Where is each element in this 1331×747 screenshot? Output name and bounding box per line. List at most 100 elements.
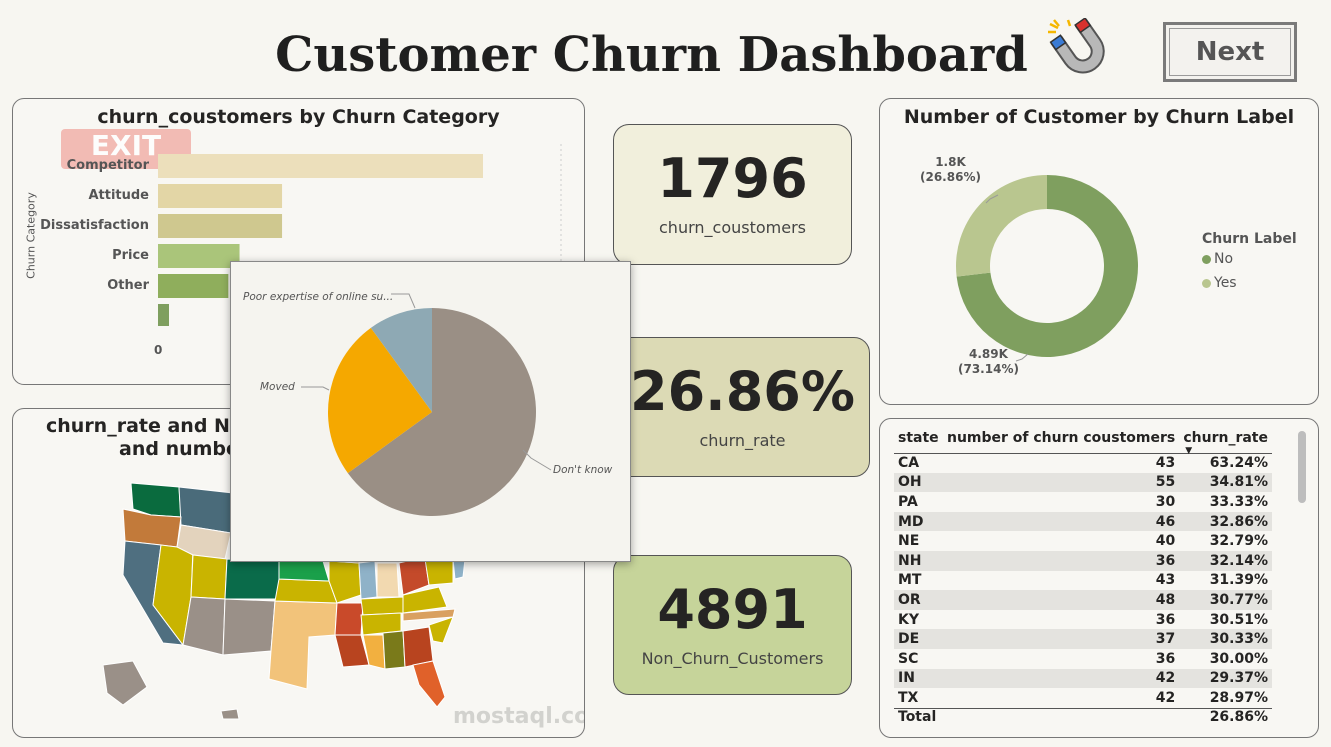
donut-slice-yes[interactable] <box>956 175 1047 277</box>
bar-chart-svg <box>158 144 562 329</box>
bar-x-tick: 0 <box>154 343 163 357</box>
bar-competitor[interactable] <box>158 154 483 178</box>
table-header-row: state number of churn coustomers churn_r… <box>894 423 1272 456</box>
legend-no-swatch <box>1202 254 1211 264</box>
bar-chart-title: churn_coustomers by Churn Category <box>97 106 500 128</box>
total-label: Total <box>898 709 937 725</box>
cell-churn-count: 40 <box>1155 533 1176 550</box>
donut-no-value: 4.89K <box>969 347 1008 361</box>
tooltip-pie-chart[interactable] <box>231 262 632 563</box>
cell-churn-rate: 34.81% <box>1179 472 1272 493</box>
kpi-rate-label: churn_rate <box>699 430 786 450</box>
watermark: mostaql.com <box>453 704 584 729</box>
us-map[interactable] <box>103 475 483 720</box>
kpi-churn-rate: 26.86% churn_rate <box>615 337 870 477</box>
kpi-non-churn-label: Non_Churn_Customers <box>641 648 824 668</box>
map-title-line1: churn_rate and N <box>46 415 230 437</box>
bar-extra[interactable] <box>158 304 169 326</box>
bar-label-price: Price <box>112 248 149 263</box>
legend-title: Churn Label <box>1202 231 1297 247</box>
donut-chart[interactable] <box>880 99 1320 406</box>
pie-label-poor: Poor expertise of online su... <box>243 291 394 303</box>
legend-item-no[interactable]: No <box>1202 251 1297 267</box>
cell-state: MT <box>898 572 922 589</box>
table-row[interactable]: OH 55 34.81% <box>894 472 1272 493</box>
pie-slice-poor-expertise[interactable] <box>370 308 432 412</box>
cell-churn-count: 55 <box>942 472 1180 493</box>
table-row[interactable]: SC 36 30.00% <box>894 649 1272 669</box>
cell-state: OR <box>894 590 943 610</box>
cell-state: OH <box>894 472 943 493</box>
dashboard-title-wrap: Customer Churn Dashboard <box>0 17 1331 92</box>
pie-label-dont-know: Don't know <box>553 464 613 476</box>
sort-desc-icon: ▼ <box>1185 445 1193 456</box>
cell-churn-rate: 29.37% <box>1179 668 1272 689</box>
pie-slice-dont-know[interactable] <box>347 308 536 516</box>
cell-state: NE <box>898 533 920 550</box>
table-row[interactable]: MD 46 32.86% <box>894 511 1272 532</box>
cell-churn-rate: 32.79% <box>1209 533 1268 550</box>
cell-state: SC <box>898 650 919 667</box>
bar-label-other: Other <box>107 278 149 293</box>
table-row[interactable]: KY 36 30.51% <box>894 610 1272 630</box>
col-churn-count[interactable]: number of churn coustomers <box>942 423 1180 454</box>
kpi-churn-value: 1796 <box>657 147 808 210</box>
table-row[interactable]: IN 42 29.37% <box>894 668 1272 689</box>
cell-churn-count: 42 <box>1155 689 1176 706</box>
table-row[interactable]: TX 42 28.97% <box>894 688 1272 708</box>
donut-no-pct: (73.14%) <box>958 362 1019 376</box>
legend-item-yes[interactable]: Yes <box>1202 275 1297 291</box>
kpi-churn-label: churn_coustomers <box>659 218 806 237</box>
cell-churn-count: 42 <box>942 668 1180 689</box>
donut-slice-no[interactable] <box>956 175 1138 357</box>
cell-churn-rate: 30.00% <box>1209 650 1268 667</box>
col-churn-rate[interactable]: churn_rate ▼ <box>1179 423 1272 456</box>
cell-churn-rate: 30.51% <box>1209 611 1268 628</box>
cell-churn-count: 43 <box>1155 572 1176 589</box>
cell-state: IN <box>894 668 943 689</box>
bar-dissatisfaction[interactable] <box>158 214 283 238</box>
table-row[interactable]: DE 37 30.33% <box>894 629 1272 649</box>
kpi-rate-value: 26.86% <box>630 359 855 423</box>
bar-other[interactable] <box>158 274 229 298</box>
kpi-non-churn-value: 4891 <box>657 577 808 641</box>
bar-label-dissatisfaction: Dissatisfaction <box>40 218 149 233</box>
cell-churn-rate: 31.39% <box>1209 572 1268 589</box>
bar-attitude[interactable] <box>158 184 283 208</box>
next-button[interactable]: Next <box>1163 22 1297 82</box>
donut-title: Number of Customer by Churn Label <box>903 106 1295 128</box>
cell-churn-rate: 32.86% <box>1179 511 1272 532</box>
kpi-churn-customers: 1796 churn_coustomers <box>613 124 852 265</box>
table-row[interactable]: PA 30 33.33% <box>894 492 1272 512</box>
kpi-non-churn: 4891 Non_Churn_Customers <box>613 555 852 695</box>
cell-state: TX <box>898 689 919 706</box>
cell-churn-count: 30 <box>1155 493 1176 510</box>
tooltip-pie-popup: Poor expertise of online su... Moved Don… <box>230 261 631 562</box>
col-state[interactable]: state <box>894 423 943 454</box>
donut-legend: Churn Label No Yes <box>1202 231 1297 291</box>
cell-churn-count: 43 <box>1155 455 1176 472</box>
pie-label-moved: Moved <box>260 381 295 393</box>
pie-slice-moved[interactable] <box>328 327 432 474</box>
legend-no-label: No <box>1214 251 1234 267</box>
cell-churn-rate: 30.33% <box>1179 629 1272 649</box>
bar-price[interactable] <box>158 244 240 268</box>
state-table: state number of churn coustomers churn_r… <box>894 423 1272 708</box>
map-title-line2: and numbe <box>119 438 239 460</box>
table-row[interactable]: NE 40 32.79% <box>894 531 1272 551</box>
table-row[interactable]: NH 36 32.14% <box>894 550 1272 571</box>
cell-state: CA <box>898 455 920 472</box>
cell-state: KY <box>898 611 919 628</box>
table-row[interactable]: MT 43 31.39% <box>894 571 1272 591</box>
state-table-card: state number of churn coustomers churn_r… <box>879 418 1319 738</box>
table-scrollbar[interactable] <box>1298 431 1306 503</box>
cell-churn-count: 36 <box>942 550 1180 571</box>
table-row[interactable]: CA 43 63.24% <box>894 453 1272 473</box>
table-row[interactable]: OR 48 30.77% <box>894 590 1272 610</box>
cell-churn-count: 46 <box>942 511 1180 532</box>
page-title: Customer Churn Dashboard <box>275 27 1028 83</box>
cell-churn-rate: 28.97% <box>1209 689 1268 706</box>
cell-churn-rate: 32.14% <box>1179 550 1272 571</box>
cell-state: NH <box>894 550 943 571</box>
magnet-icon <box>1046 17 1116 92</box>
